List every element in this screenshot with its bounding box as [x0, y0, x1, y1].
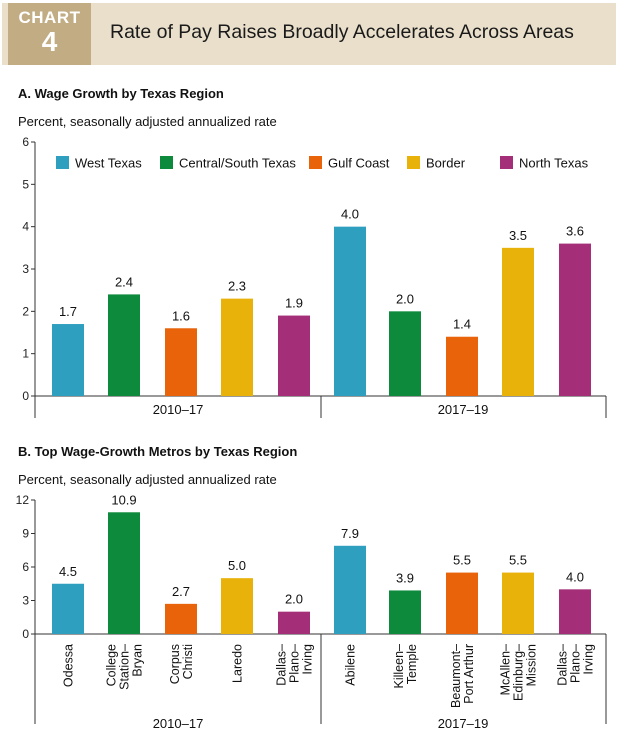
legend-swatch-central-south-texas — [160, 156, 173, 169]
bar-gulf-coast-2 — [446, 336, 478, 396]
data-label: 4.0 — [341, 207, 359, 222]
y-tick-label: 6 — [22, 135, 29, 149]
bar-central-south-texas-1 — [108, 294, 140, 396]
legend-swatch-north-texas — [500, 156, 513, 169]
y-tick-label: 2 — [22, 304, 29, 318]
bar-central-south-texas-1 — [108, 512, 140, 634]
bar-border-1 — [221, 578, 253, 634]
panel-a-subtitle: Percent, seasonally adjusted annualized … — [18, 114, 277, 129]
bar-border-2 — [502, 247, 534, 396]
bar-central-south-texas-2 — [389, 590, 421, 634]
bar-west-texas-1 — [52, 583, 84, 634]
panel-a-title: A. Wage Growth by Texas Region — [18, 86, 224, 101]
group-label-2: 2017–19 — [438, 402, 489, 417]
panel-a-chart: 0 1 2 3 4 5 6 1.7 2.4 1.6 2.3 1.9 2010–17 4.0 2.0 1.4 3.… — [22, 135, 607, 418]
metro-label-laredo: Laredo — [231, 644, 245, 683]
panel-b-chart: 0 3 6 9 12 4.5 Odessa 10.9 CollegeStation–Bryan 2… — [16, 492, 607, 731]
data-label: 1.6 — [172, 308, 190, 323]
bar-gulf-coast-1 — [165, 603, 197, 634]
legend-label-gulf-coast: Gulf Coast — [328, 156, 390, 171]
y-tick-label: 12 — [16, 493, 30, 507]
bar-gulf-coast-1 — [165, 328, 197, 396]
bar-north-texas-1 — [278, 611, 310, 634]
data-label: 2.4 — [115, 274, 133, 289]
legend-swatch-gulf-coast — [309, 156, 322, 169]
group-label-2: 2017–19 — [438, 716, 489, 731]
panel-b-subtitle: Percent, seasonally adjusted annualized … — [18, 472, 277, 487]
bar-border-2 — [502, 572, 534, 634]
metro-label-corpus-christi: CorpusChristi — [168, 644, 195, 684]
data-label: 10.9 — [111, 492, 136, 507]
legend-swatch-west-texas — [56, 156, 69, 169]
metro-label-mcallen-edinburg-mission: McAllen–Edinburg–Mission — [499, 644, 539, 701]
data-label: 5.5 — [509, 553, 527, 568]
y-tick-label: 3 — [22, 262, 29, 276]
group-label-1: 2010–17 — [153, 716, 204, 731]
bar-gulf-coast-2 — [446, 572, 478, 634]
y-tick-label: 6 — [22, 560, 29, 574]
chart-number-badge: CHART 4 — [8, 3, 91, 65]
chart-label: CHART — [18, 8, 81, 27]
bar-west-texas-1 — [52, 324, 84, 396]
y-tick-label: 0 — [22, 627, 29, 641]
data-label: 1.4 — [453, 317, 471, 332]
data-label: 3.9 — [396, 570, 414, 585]
bar-west-texas-2 — [334, 545, 366, 634]
metro-label-dallas-plano-irving: Dallas–Plano–Irving — [556, 644, 596, 686]
bar-north-texas-2 — [559, 243, 591, 396]
panel-b-title: B. Top Wage-Growth Metros by Texas Regio… — [18, 444, 298, 459]
legend-swatch-border — [407, 156, 420, 169]
page-title: Rate of Pay Raises Broadly Accelerates A… — [110, 21, 574, 43]
metro-label-odessa: Odessa — [62, 644, 76, 687]
metro-label-abilene: Abilene — [344, 644, 358, 686]
y-tick-label: 0 — [22, 389, 29, 403]
metro-label-college-station-bryan: CollegeStation–Bryan — [105, 644, 145, 690]
data-label: 4.5 — [59, 564, 77, 579]
y-tick-label: 9 — [22, 527, 29, 541]
data-label: 1.7 — [59, 304, 77, 319]
data-label: 4.0 — [566, 569, 584, 584]
data-label: 5.5 — [453, 553, 471, 568]
legend-label-border: Border — [426, 156, 466, 171]
data-label: 5.0 — [228, 558, 246, 573]
data-label: 1.9 — [285, 296, 303, 311]
bar-north-texas-2 — [559, 589, 591, 634]
legend-label-north-texas: North Texas — [519, 156, 589, 171]
chart-header: CHART 4 Rate of Pay Raises Broadly Accel… — [2, 3, 616, 65]
legend-label-central-south-texas: Central/South Texas — [179, 156, 296, 171]
data-label: 7.9 — [341, 526, 359, 541]
data-label: 3.6 — [566, 224, 584, 239]
data-label: 3.5 — [509, 228, 527, 243]
data-label: 2.3 — [228, 279, 246, 294]
y-tick-label: 5 — [22, 177, 29, 191]
chart-number: 4 — [41, 26, 58, 57]
bar-border-1 — [221, 298, 253, 396]
bar-north-texas-1 — [278, 315, 310, 396]
y-tick-label: 4 — [22, 220, 29, 234]
bar-west-texas-2 — [334, 226, 366, 396]
legend-label-west-texas: West Texas — [75, 156, 142, 171]
data-label: 2.0 — [285, 592, 303, 607]
y-tick-label: 3 — [22, 594, 29, 608]
metro-label-killeen-temple: Killeen–Temple — [392, 644, 419, 689]
bar-central-south-texas-2 — [389, 311, 421, 396]
data-label: 2.7 — [172, 584, 190, 599]
y-tick-label: 1 — [22, 347, 29, 361]
metro-label-beaumont-port-arthur: Beaumont–Port Arthur — [449, 644, 476, 708]
data-label: 2.0 — [396, 291, 414, 306]
group-label-1: 2010–17 — [153, 402, 204, 417]
metro-label-dallas-plano-irving: Dallas–Plano–Irving — [275, 644, 315, 686]
